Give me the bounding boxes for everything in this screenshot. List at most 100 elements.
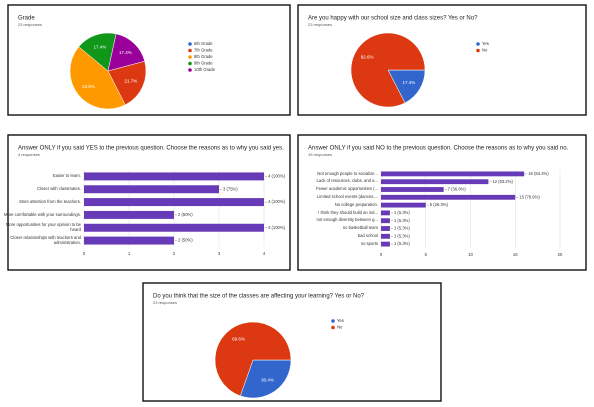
bar	[84, 236, 174, 245]
category-label-box: no basketball team	[343, 226, 378, 230]
chart-subtitle: 23 responses	[18, 22, 42, 27]
bar	[381, 171, 525, 177]
value-label: 5 (26.3%)	[430, 202, 449, 207]
x-tick-label: 10	[468, 252, 473, 257]
category-label: Not enough people to socialize...	[317, 170, 378, 176]
legend-swatch	[188, 48, 192, 53]
slice-label: 17.4%	[119, 50, 132, 55]
category-label: not enough diversity between g...	[316, 217, 378, 223]
x-tick-label: 5	[425, 252, 428, 257]
legend-swatch	[188, 55, 192, 59]
category-label: no sports	[360, 240, 378, 246]
pie-slice	[107, 60, 147, 106]
category-label-box: no sports	[360, 240, 378, 246]
chart-title: Do you think that the size of the classe…	[153, 294, 365, 300]
legend-label: 6th Grade	[194, 41, 213, 46]
category-label-box: I think they should build an ind...	[318, 209, 378, 215]
x-tick-label: 3	[218, 251, 221, 256]
pie-slice	[107, 33, 146, 72]
slice-label: 17.4%	[93, 44, 106, 49]
legend-label: No	[482, 48, 488, 53]
category-label: Fewer academic opportunities (...	[316, 186, 378, 192]
panel	[142, 282, 442, 402]
bar	[84, 198, 264, 207]
value-label: 3 (75%)	[223, 186, 238, 191]
bar	[381, 226, 390, 231]
pie-slice	[240, 359, 292, 399]
bar	[381, 194, 516, 200]
category-label-box: Not enough people to socialize...	[317, 170, 378, 176]
category-label-box: Closer relationships with teachers and a…	[10, 235, 81, 244]
bar	[381, 179, 489, 185]
value-label: 2 (50%)	[178, 238, 193, 243]
bar	[381, 241, 390, 247]
panel	[7, 4, 291, 116]
legend-swatch	[476, 42, 480, 46]
chart-title: Are you happy with our school size and c…	[308, 16, 478, 22]
panel	[297, 4, 587, 116]
category-label-box: Limited school events (dances,...	[317, 194, 378, 200]
x-tick-label: 1	[128, 251, 131, 256]
category-label-box: Easier to learn.	[52, 173, 81, 179]
bar	[84, 223, 264, 232]
value-label: 1 (5.3%)	[394, 233, 410, 238]
x-tick-label: 15	[513, 252, 518, 257]
category-label-box: Fewer academic opportunities (...	[316, 186, 378, 192]
category-label-box: More attention from the teachers.	[19, 199, 81, 203]
panel	[297, 134, 587, 271]
chart-subtitle: 23 responses	[153, 300, 177, 305]
pie-slice	[69, 46, 126, 110]
category-label-box: More opportunities for your opinion to b…	[6, 223, 81, 232]
value-label: 4 (100%)	[268, 199, 286, 204]
legend-label: 7th Grade	[194, 48, 213, 53]
slice-label: 30.4%	[261, 378, 274, 383]
category-label: More comfortable with your surroundings.	[3, 211, 81, 217]
category-label: Easier to learn.	[52, 173, 81, 179]
bar	[381, 218, 390, 224]
x-tick-label: 0	[380, 252, 383, 257]
value-label: 2 (50%)	[178, 212, 193, 217]
legend-label: 10th Grade	[194, 67, 216, 72]
category-label: Limited school events (dances,...	[317, 194, 378, 200]
legend-swatch	[188, 61, 192, 66]
legend-label: 9th Grade	[194, 61, 213, 66]
legend-label: Yes	[337, 318, 344, 323]
slice-label: 82.6%	[361, 54, 374, 59]
pie-slice	[350, 32, 426, 108]
slice-label: 21.7%	[125, 78, 138, 83]
category-label-box: not enough diversity between g...	[316, 217, 378, 223]
category-label-box: Closer with classmates.	[37, 186, 81, 192]
legend-label: No	[337, 325, 343, 330]
value-label: 1 (5.3%)	[394, 241, 410, 246]
pie-slice	[78, 32, 117, 72]
chart-subtitle: 23 responses	[308, 22, 332, 27]
bar	[84, 185, 219, 194]
chart-title: Answer ONLY if you said YES to the previ…	[18, 146, 284, 152]
slice-label: 69.6%	[232, 337, 245, 342]
category-label: No college preparation.	[334, 201, 378, 207]
category-label: I think they should build an ind...	[318, 209, 378, 215]
category-label: Closer with classmates.	[37, 186, 81, 192]
value-label: 12 (63.2%)	[492, 179, 513, 184]
legend-label: Yes	[482, 41, 489, 46]
category-label: bad school	[357, 233, 378, 239]
chart-subtitle: 4 responses	[18, 152, 40, 157]
value-label: 7 (36.8%)	[448, 187, 467, 192]
value-label: 1 (5.3%)	[394, 226, 410, 231]
bar	[381, 233, 390, 239]
slice-label: 17.4%	[402, 80, 415, 85]
category-label-box: More comfortable with your surroundings.	[3, 211, 81, 217]
bar	[84, 210, 174, 219]
category-label-box: Lack of resources, clubs, and a...	[317, 179, 378, 183]
legend-swatch	[188, 42, 192, 46]
bar	[84, 172, 264, 181]
bar	[381, 210, 390, 216]
value-label: 15 (78.9%)	[519, 194, 540, 199]
chart-title: Grade	[18, 16, 35, 22]
value-label: 4 (100%)	[268, 225, 286, 230]
chart-subtitle: 19 responses	[308, 152, 332, 157]
pie-slice	[214, 321, 292, 397]
legend-swatch	[476, 48, 480, 53]
x-tick-label: 2	[173, 251, 176, 256]
